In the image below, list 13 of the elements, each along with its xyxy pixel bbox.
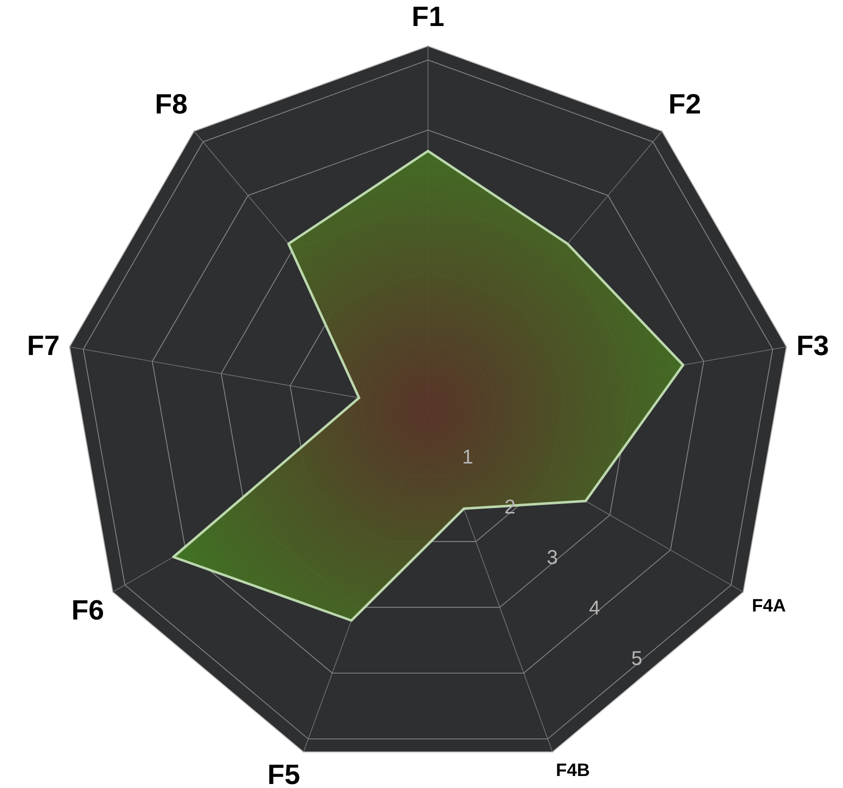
spoke-label: F5 (267, 758, 300, 788)
spoke-label: F4B (556, 760, 590, 780)
spoke-label: F1 (412, 1, 444, 32)
spoke-label: F7 (26, 330, 60, 361)
y-tick-label: 3 (546, 547, 558, 570)
spoke-label: F8 (154, 88, 188, 120)
spoke-label: F4A (752, 595, 786, 616)
y-tick-label: 4 (588, 597, 600, 620)
spoke-label: F6 (71, 594, 104, 626)
spoke-label: F3 (796, 330, 830, 361)
y-tick-label: 5 (631, 648, 642, 670)
spoke-label: F2 (668, 88, 702, 120)
y-tick-label: 1 (462, 446, 474, 468)
